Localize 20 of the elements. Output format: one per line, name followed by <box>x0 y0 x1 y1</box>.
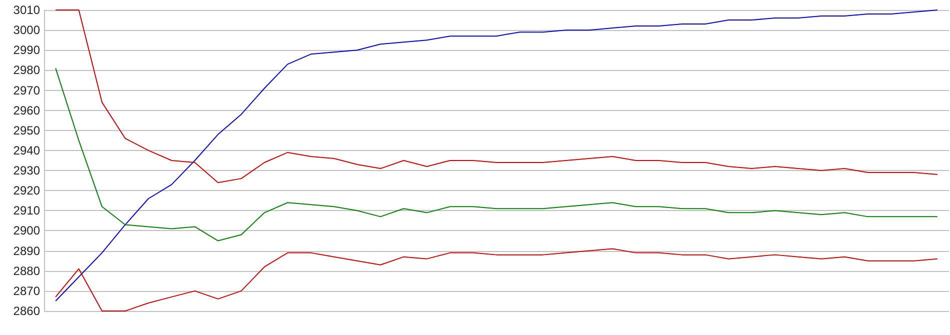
y-tick-label: 2990 <box>13 43 40 58</box>
y-tick-label: 2870 <box>13 284 40 298</box>
line-series <box>55 248 938 312</box>
y-tick-label: 2860 <box>13 304 40 318</box>
y-tick-label: 2910 <box>13 204 40 218</box>
line-series <box>55 10 938 302</box>
y-tick-label: 2900 <box>13 224 40 238</box>
y-tick-label: 2890 <box>13 244 40 258</box>
y-tick-label: 2940 <box>13 143 40 158</box>
y-tick-label: 2970 <box>13 83 40 98</box>
y-tick-label: 2960 <box>13 103 40 118</box>
y-tick-label: 2950 <box>13 123 40 138</box>
y-tick-label: 3000 <box>13 23 40 38</box>
line-series <box>55 68 938 242</box>
line-series <box>55 10 938 184</box>
y-tick-label: 2920 <box>13 184 40 198</box>
y-tick-label: 2980 <box>13 63 40 78</box>
y-tick-label: 2880 <box>13 264 40 278</box>
y-tick-label: 3010 <box>13 3 40 17</box>
y-tick-label: 2930 <box>13 164 40 178</box>
